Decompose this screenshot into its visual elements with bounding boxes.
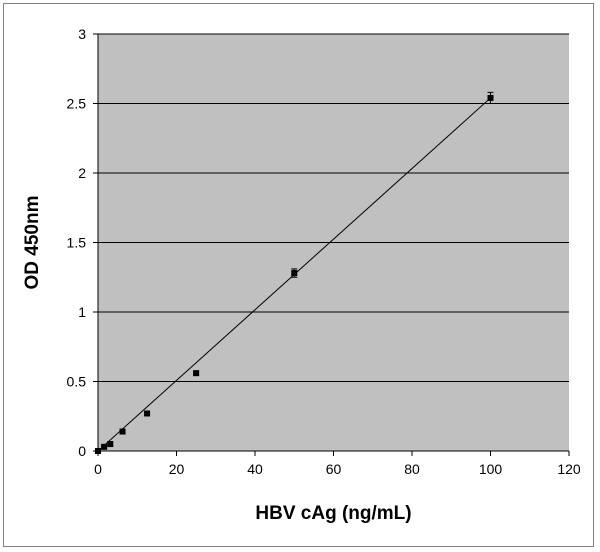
y-tick-label: 1.5 <box>67 235 87 251</box>
x-axis-ticks: 0 20 40 60 80 100 120 <box>94 451 581 477</box>
x-tick-label: 120 <box>557 461 581 477</box>
x-tick-label: 80 <box>404 461 420 477</box>
data-point <box>95 448 101 454</box>
y-tick-label: 2 <box>78 165 86 181</box>
data-point <box>291 270 298 277</box>
data-point <box>107 441 114 448</box>
data-point <box>487 94 494 101</box>
y-axis-title: OD 450nm <box>22 196 43 290</box>
data-points <box>95 91 494 454</box>
y-tick-label: 0.5 <box>67 374 87 390</box>
x-axis-title: HBV cAg (ng/mL) <box>255 503 411 524</box>
data-point <box>144 410 151 417</box>
gridlines <box>98 33 569 382</box>
y-tick-label: 3 <box>78 26 86 42</box>
y-tick-label: 2.5 <box>67 96 87 112</box>
y-tick-label: 0 <box>78 443 86 459</box>
x-tick-label: 20 <box>169 461 185 477</box>
x-tick-label: 40 <box>247 461 263 477</box>
x-tick-label: 100 <box>479 461 503 477</box>
x-tick-label: 60 <box>326 461 342 477</box>
y-axis-ticks: 0 0.5 1 1.5 2 2.5 3 <box>67 26 98 459</box>
data-point <box>193 370 200 377</box>
data-point <box>119 428 126 435</box>
data-point <box>101 443 108 450</box>
x-tick-label: 0 <box>94 461 102 477</box>
y-tick-label: 1 <box>78 304 86 320</box>
